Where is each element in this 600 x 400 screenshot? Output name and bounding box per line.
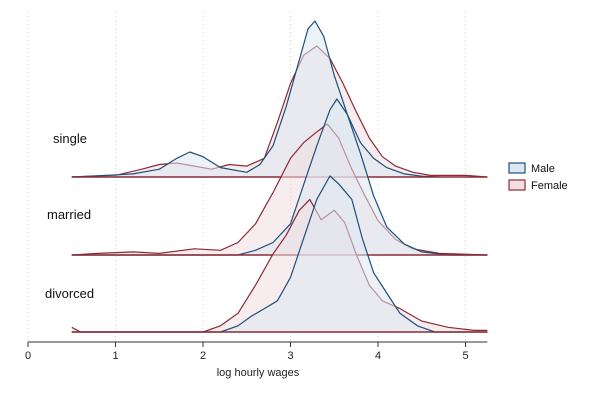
density-line-divorced-male bbox=[71, 175, 488, 333]
legend-label-male: Male bbox=[531, 163, 555, 175]
x-tick-label-0: 0 bbox=[25, 350, 31, 362]
density-area-divorced-male bbox=[71, 176, 488, 332]
density-area-single-male bbox=[71, 21, 440, 177]
ridge-single bbox=[71, 20, 488, 178]
x-tick-label-4: 4 bbox=[375, 350, 381, 362]
legend-swatch-male bbox=[508, 162, 526, 174]
legend-item-male: Male bbox=[508, 162, 555, 175]
group-label-divorced: divorced bbox=[45, 286, 94, 301]
ridge-divorced bbox=[71, 175, 488, 333]
x-tick-label-5: 5 bbox=[462, 350, 468, 362]
density-ridges bbox=[71, 20, 488, 333]
legend: Male Female bbox=[508, 162, 568, 192]
x-axis: 0 1 2 3 4 5 bbox=[25, 341, 488, 362]
x-tick-label-3: 3 bbox=[287, 350, 293, 362]
density-area-married-female bbox=[71, 124, 488, 255]
density-line-single-male bbox=[71, 20, 440, 178]
legend-item-female: Female bbox=[508, 179, 568, 192]
legend-label-female: Female bbox=[531, 180, 568, 192]
x-axis-title: log hourly wages bbox=[217, 367, 300, 379]
x-tick-label-2: 2 bbox=[200, 350, 206, 362]
group-label-married: married bbox=[47, 207, 91, 222]
group-labels: single married divorced bbox=[45, 131, 94, 301]
group-label-single: single bbox=[53, 131, 87, 146]
density-area-divorced-female bbox=[71, 199, 488, 332]
legend-swatch-female bbox=[508, 179, 526, 191]
x-tick-label-1: 1 bbox=[112, 350, 118, 362]
density-line-married-male bbox=[71, 98, 488, 256]
